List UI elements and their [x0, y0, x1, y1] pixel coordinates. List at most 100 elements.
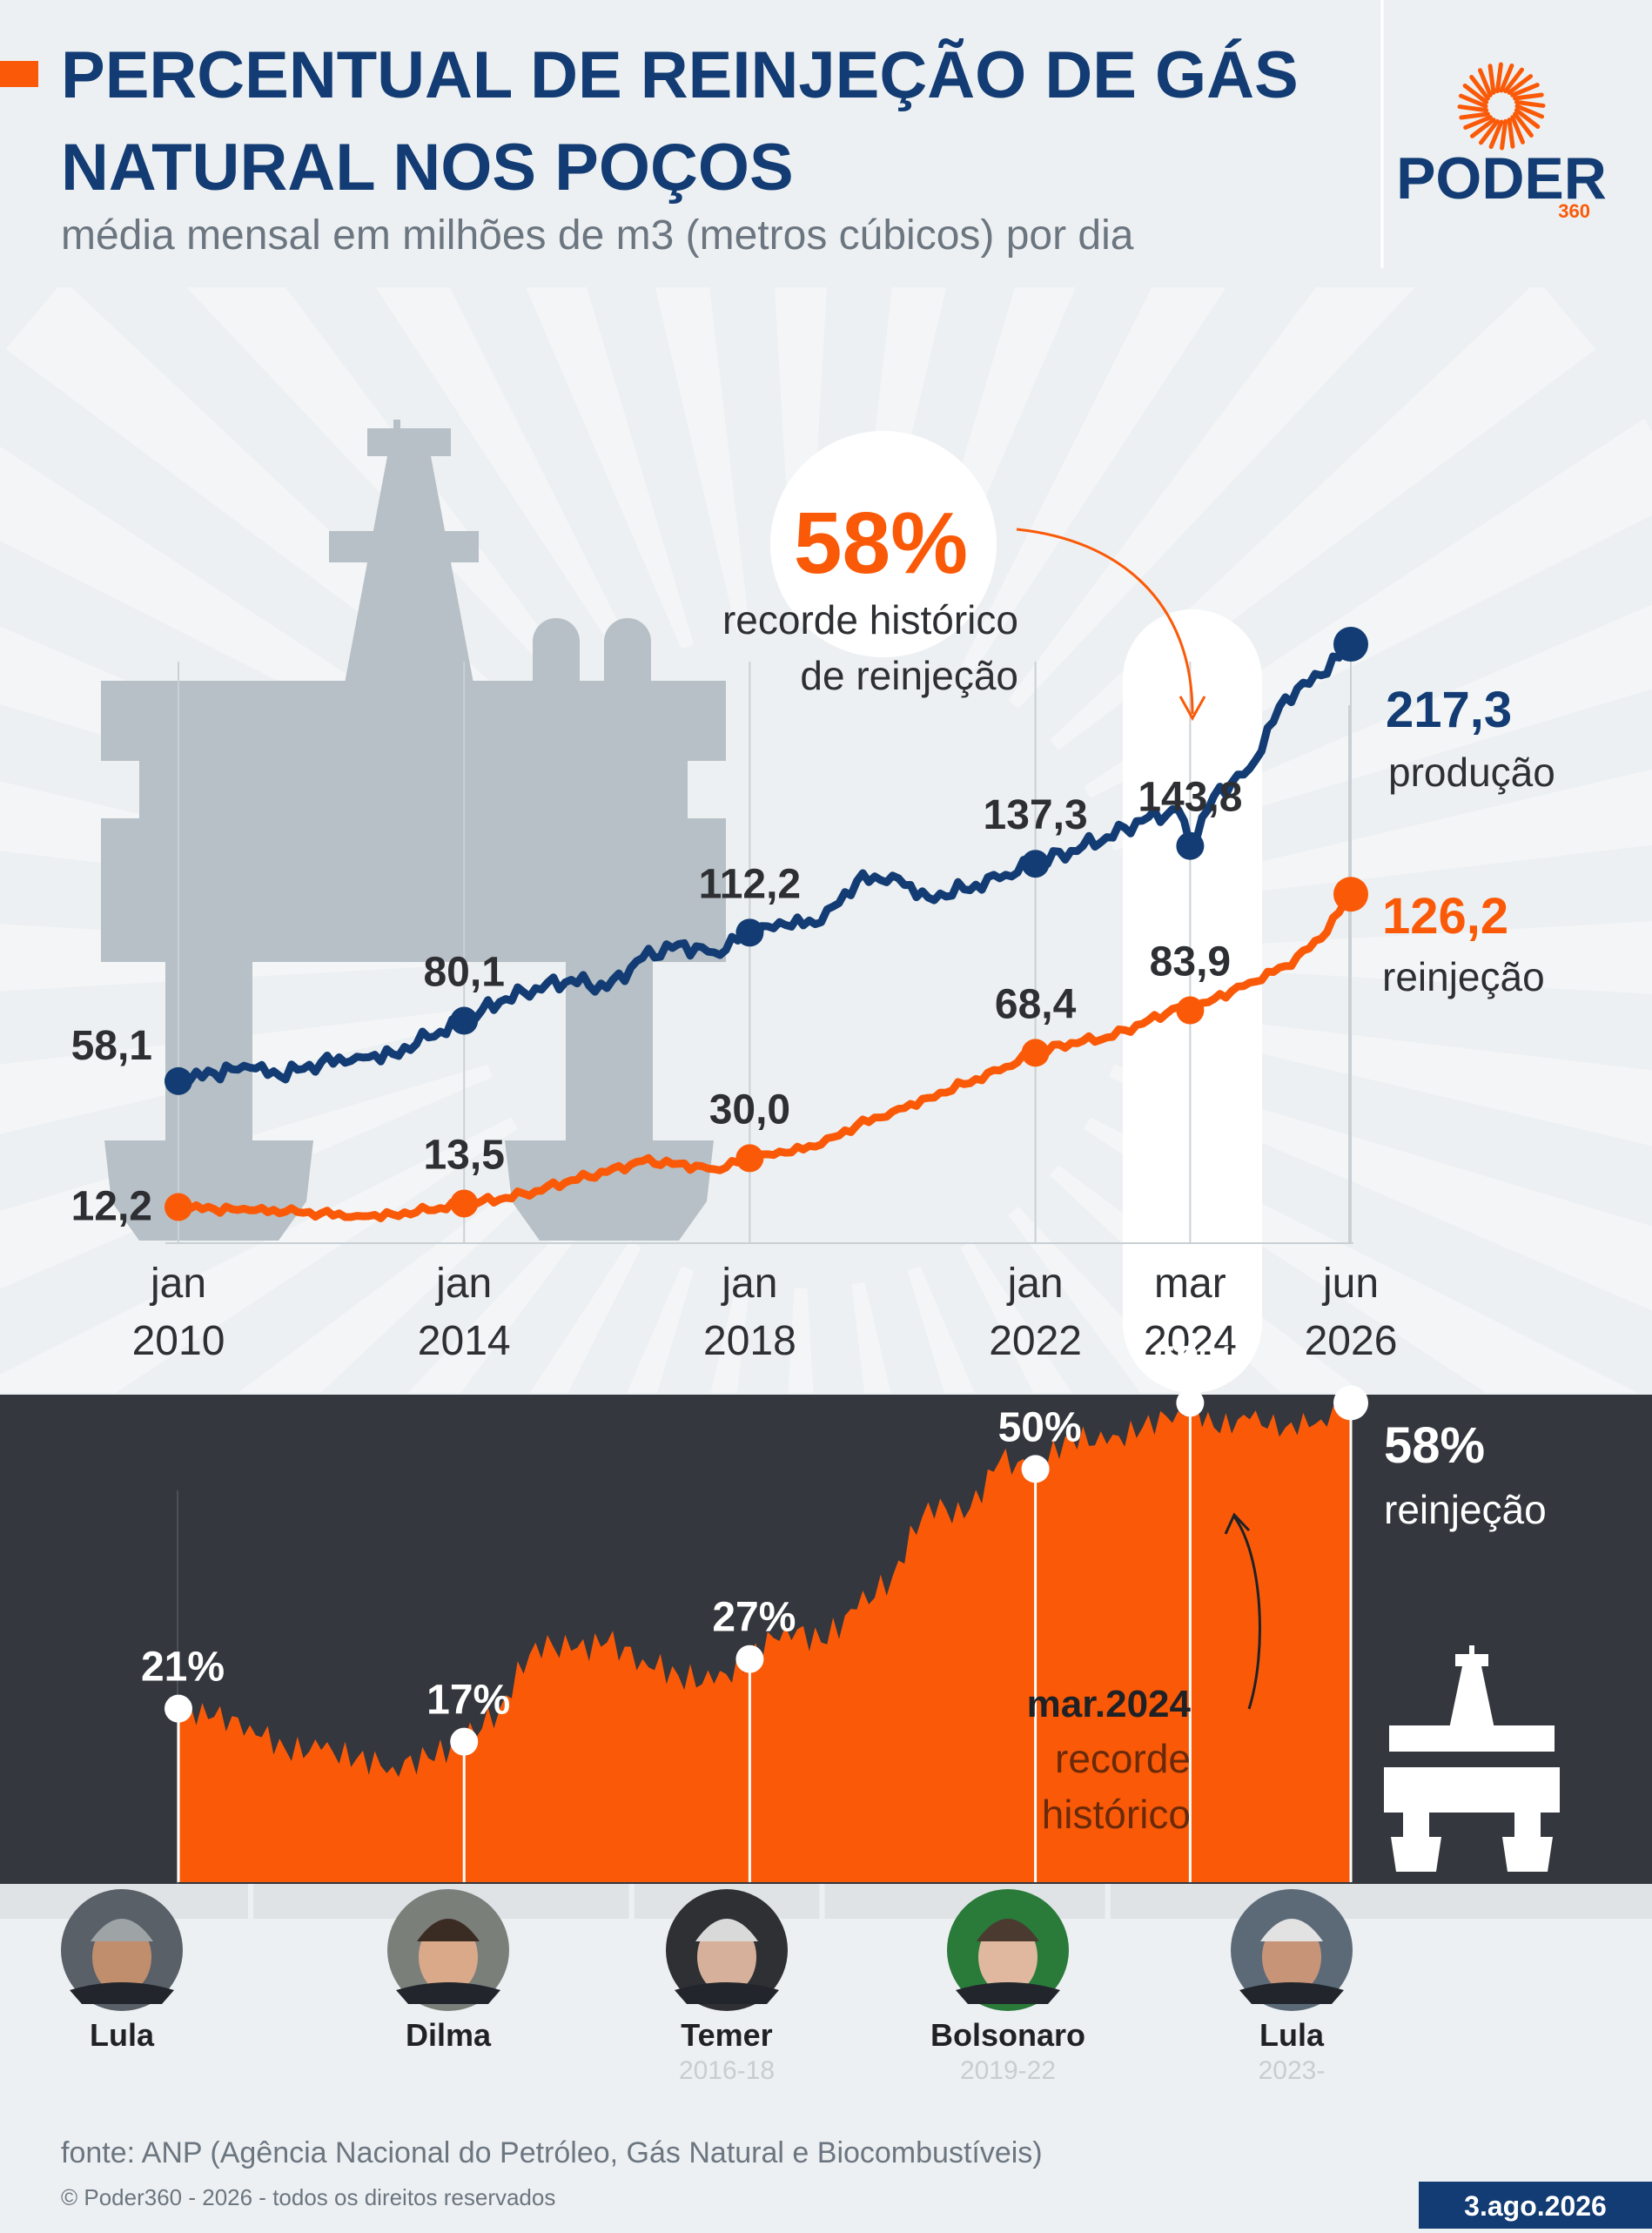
production-point [1333, 627, 1368, 663]
president-hair [91, 1919, 153, 1941]
x-tick-month: mar [1154, 1261, 1226, 1307]
sun-ray [1510, 83, 1540, 98]
production-data-label: 80,1 [423, 950, 504, 996]
x-axis-tick-labels: jan 2010 jan 2014 jan 2018 jan 2022 mar 2024 jun 20… [132, 1261, 1398, 1364]
title-line-1: PERCENTUAL DE REINJEÇÃO DE GÁS [61, 38, 1299, 112]
production-end-label: produção [1388, 750, 1555, 795]
watermark-ray [529, 1241, 641, 1393]
watermark-ray [407, 1207, 594, 1393]
date-badge-text: 3.ago.2026 [1464, 2190, 1607, 2222]
watermark-ray [788, 1288, 814, 1393]
x-tick-year: 2014 [418, 1318, 511, 1364]
production-data-label: 143,8 [1138, 775, 1242, 821]
watermark-ray [710, 1281, 750, 1393]
reinjection-data-label: 30,0 [709, 1086, 790, 1133]
record-annotation-line-2: histórico [1042, 1792, 1191, 1837]
production-point [735, 918, 764, 947]
president-markers: Lula Dilma 2016-18 Temer 2019-22 Bolsonaro 202… [61, 1884, 1353, 2085]
reinjection-line [174, 890, 1355, 1222]
production-data-label: 137,3 [984, 792, 1088, 838]
x-tick-year: 2022 [989, 1318, 1082, 1364]
title-line-2: NATURAL NOS POÇOS [61, 131, 794, 205]
watermark-ray [851, 1281, 891, 1393]
sun-ray [1463, 115, 1493, 130]
sun-ray [1514, 104, 1545, 119]
reinjection-point [165, 1193, 192, 1221]
watermark-ray [526, 287, 695, 649]
record-annotation-line-1: recorde [1055, 1736, 1191, 1781]
term-divider [1105, 1884, 1111, 1919]
x-tick-month: jan [720, 1261, 777, 1307]
area-data-label: 21% [141, 1644, 225, 1691]
production-point [165, 1066, 192, 1095]
watermark-ray [238, 1165, 552, 1393]
callout-line-1: recorde histórico [722, 597, 1018, 642]
sun-ray [1513, 92, 1544, 101]
president-name: Temer [681, 2017, 772, 2053]
area-point [1021, 1455, 1050, 1483]
reinjection-data-label: 12,2 [71, 1184, 152, 1230]
president-name: Lula [90, 2017, 155, 2053]
x-tick-year: 2026 [1305, 1318, 1398, 1364]
callout-value: 58% [794, 494, 968, 592]
sun-ray [1478, 68, 1493, 98]
watermark-ray [907, 1266, 975, 1393]
x-tick-month: jun [1321, 1261, 1379, 1307]
watermark-ray [960, 1241, 1072, 1393]
reinjection-point [1176, 996, 1205, 1025]
reinjection-point [1021, 1039, 1050, 1067]
production-line [174, 640, 1355, 1092]
sun-ray [1458, 93, 1488, 109]
president-hair [417, 1919, 480, 1941]
reinjection-end-value: 126,2 [1382, 888, 1508, 945]
reinjection-percent-area [178, 1401, 1351, 1882]
president-hair [695, 1919, 758, 1941]
sun-ray [1499, 63, 1514, 93]
callout-arrowhead [1179, 696, 1206, 722]
oil-platform-illustration [101, 420, 726, 1241]
record-arrow [1232, 1516, 1261, 1710]
term-divider [248, 1884, 254, 1919]
poder360-sun-icon [1457, 62, 1546, 151]
area-point [450, 1727, 479, 1756]
president-term: 2019-22 [960, 2056, 1056, 2085]
sun-ray [1514, 99, 1546, 108]
president-suit [956, 1982, 1060, 2004]
callout-arrow [1016, 528, 1194, 715]
area-chart: 21% 17% 27% 50% 58% [141, 1338, 1368, 1882]
production-point [450, 1006, 479, 1035]
sun-ray [1510, 115, 1525, 145]
reinjection-point [450, 1189, 479, 1218]
term-divider [819, 1884, 825, 1919]
watermark-ray [655, 287, 750, 634]
watermark-ray [627, 1266, 695, 1393]
president-hair [1260, 1919, 1323, 1941]
x-tick-year: 2010 [132, 1318, 225, 1364]
callout-circle [770, 431, 997, 657]
sun-ray [1503, 67, 1525, 94]
record-annotation-title: mar.2024 [1027, 1683, 1192, 1725]
x-tick-year: 2018 [703, 1318, 796, 1364]
sun-ray [1478, 118, 1500, 145]
x-tick-month: jan [434, 1261, 492, 1307]
line-chart: 58,1 80,1 112,2 137,3 143,8 12,2 13,5 30,0 68,4 8… [71, 627, 1368, 1230]
area-point [1333, 1385, 1368, 1421]
production-data-label: 58,1 [71, 1023, 152, 1069]
reinjection-data-label: 13,5 [423, 1132, 504, 1178]
x-tick-year: 2024 [1144, 1318, 1237, 1364]
area-end-label: reinjeção [1384, 1487, 1547, 1532]
area-data-label: 17% [426, 1678, 510, 1724]
sun-ray [1488, 119, 1504, 150]
source-note: fonte: ANP (Agência Nacional do Petróleo… [61, 2136, 1043, 2169]
sun-ray [1494, 62, 1503, 94]
reinjection-point [735, 1144, 764, 1173]
president-name: Bolsonaro [930, 2017, 1085, 2053]
sun-ray [1500, 118, 1508, 151]
production-data-label: 112,2 [699, 861, 801, 907]
watermark-ray [1008, 287, 1415, 709]
production-end-value: 217,3 [1386, 682, 1512, 738]
oil-platform-icon [1384, 1645, 1560, 1872]
president-suit [70, 1982, 174, 2004]
president-suit [396, 1982, 500, 2004]
record-arrowhead [1224, 1512, 1251, 1535]
